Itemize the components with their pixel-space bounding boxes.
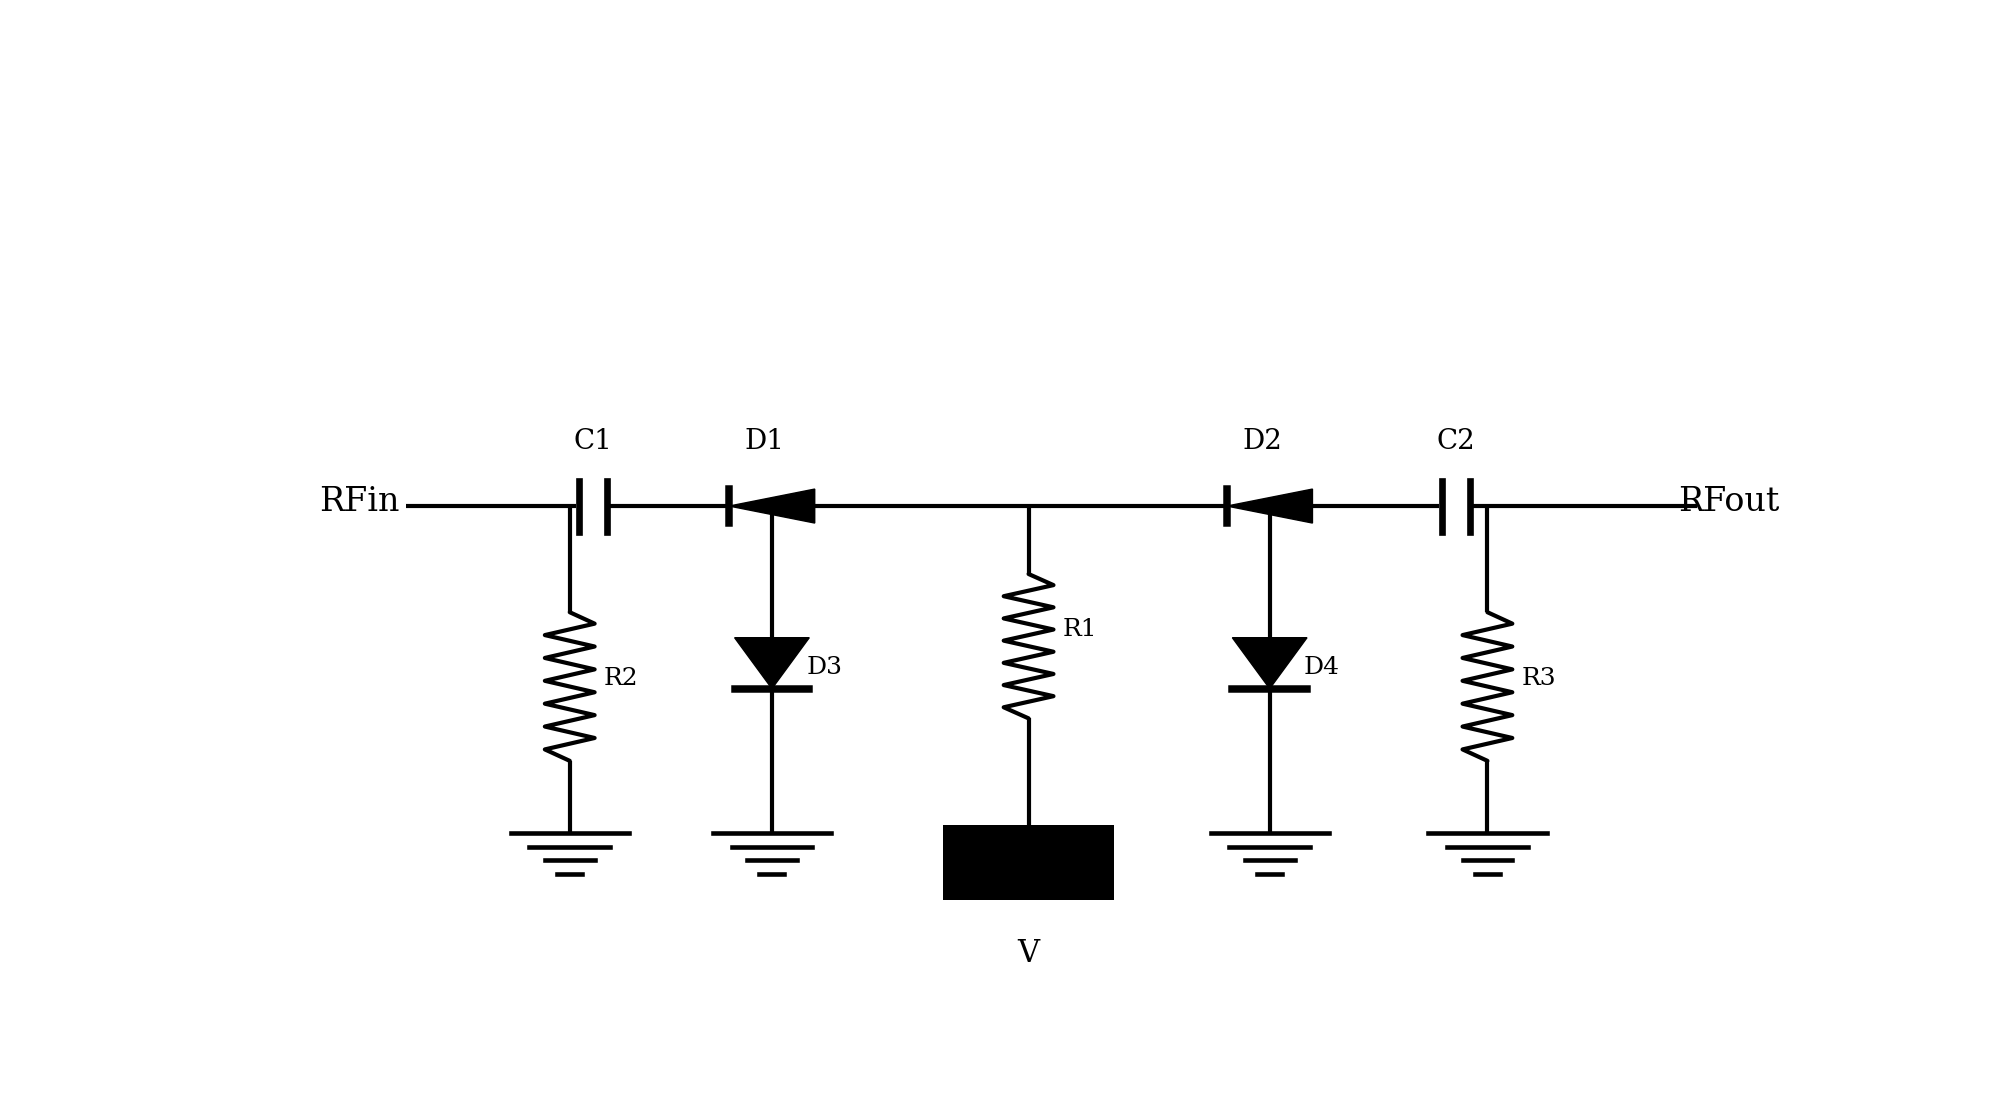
Polygon shape [729,489,815,523]
Polygon shape [1232,638,1307,688]
Text: R1: R1 [1064,618,1098,641]
Text: RFin: RFin [319,485,399,517]
Text: C1: C1 [574,428,612,456]
Text: D4: D4 [1305,656,1341,679]
Bar [943,825,1114,900]
Text: D1: D1 [745,428,785,456]
Text: R3: R3 [1521,666,1555,689]
Text: D2: D2 [1242,428,1282,456]
Polygon shape [1226,489,1313,523]
Text: V: V [1018,939,1040,970]
Text: D3: D3 [807,656,843,679]
Text: R2: R2 [604,666,638,689]
Text: C2: C2 [1437,428,1475,456]
Polygon shape [735,638,809,688]
Text: RFout: RFout [1678,485,1780,517]
